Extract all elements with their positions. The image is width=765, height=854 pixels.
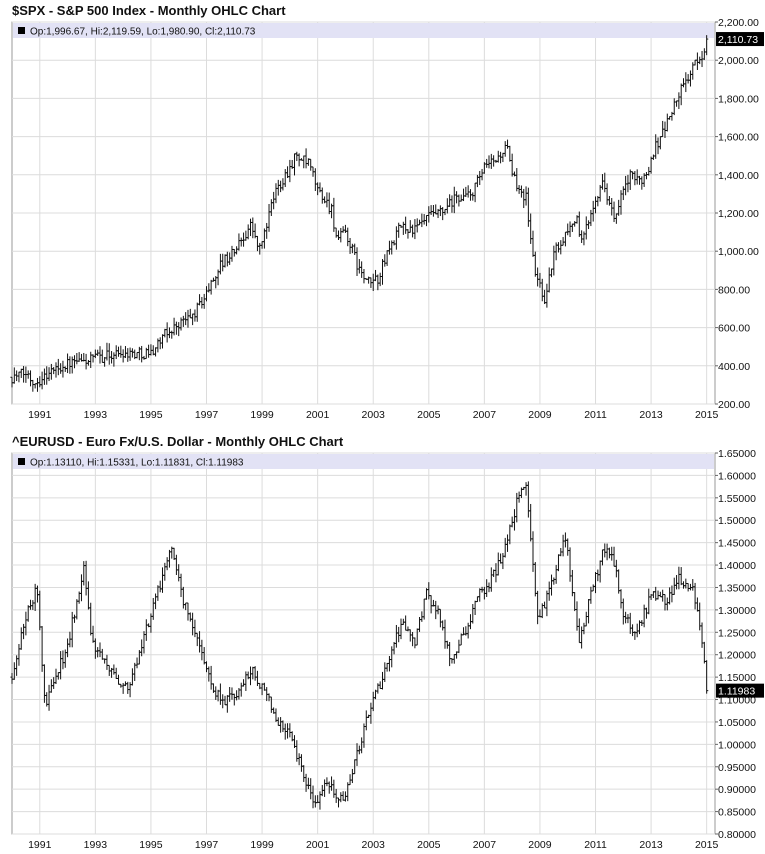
x-tick-label: 2001 — [306, 409, 330, 421]
x-tick-label: 2005 — [417, 409, 441, 421]
x-tick-label: 2001 — [306, 839, 330, 851]
x-tick-label: 2013 — [639, 409, 663, 421]
x-tick-label: 1997 — [195, 839, 219, 851]
x-tick-label: 2015 — [695, 839, 719, 851]
spx-info-square-icon — [18, 27, 25, 34]
x-tick-label: 2005 — [417, 839, 441, 851]
eurusd-y-axis: 0.80000 0.85000 0.90000 0.95000 1.00000 1.050… — [715, 448, 756, 841]
x-tick-label: 2003 — [362, 409, 386, 421]
y-tick-label: 2,200.00 — [718, 17, 759, 29]
y-tick-label: 1,800.00 — [718, 93, 759, 105]
eurusd-chart-title: ^EURUSD - Euro Fx/U.S. Dollar - Monthly … — [12, 434, 344, 449]
spx-y-axis: 200.00 400.00 600.00 800.00 1,000.00 1,200.00… — [715, 17, 759, 411]
y-tick-label: 1.05000 — [718, 717, 756, 729]
spx-chart-title: $SPX - S&P 500 Index - Monthly OHLC Char… — [12, 3, 286, 18]
x-tick-label: 2007 — [473, 409, 497, 421]
x-tick-label: 2011 — [584, 839, 607, 851]
x-tick-label: 2007 — [473, 839, 497, 851]
y-tick-label: 1,600.00 — [718, 132, 759, 144]
y-tick-label: 1,400.00 — [718, 170, 759, 182]
y-tick-label: 1,200.00 — [718, 208, 759, 220]
x-tick-label: 1999 — [250, 839, 274, 851]
eurusd-plot-area — [11, 452, 716, 835]
spx-panel: $SPX - S&P 500 Index - Monthly OHLC Char… — [10, 3, 764, 421]
x-tick-label: 1993 — [84, 839, 108, 851]
y-tick-label: 1.50000 — [718, 515, 756, 527]
spx-last-value-label: 2,110.73 — [718, 34, 758, 46]
x-tick-label: 1995 — [139, 409, 163, 421]
eurusd-last-value-tag — [716, 683, 764, 698]
x-tick-label: 1991 — [28, 839, 52, 851]
y-tick-label: 1.30000 — [718, 605, 756, 617]
y-tick-label: 0.95000 — [718, 762, 756, 774]
y-tick-label: 1.15000 — [718, 672, 756, 684]
eurusd-grid — [12, 452, 715, 835]
eurusd-price-bars — [10, 481, 709, 810]
y-tick-label: 1.35000 — [718, 582, 756, 594]
eurusd-info-square-icon — [18, 458, 25, 465]
y-tick-label: 0.90000 — [718, 784, 756, 796]
y-tick-label: 800.00 — [718, 284, 750, 296]
spx-price-bars — [10, 35, 709, 392]
x-tick-label: 2009 — [528, 409, 552, 421]
y-tick-label: 1.45000 — [718, 538, 756, 550]
spx-info-bar — [13, 23, 714, 38]
y-tick-label: 1.55000 — [718, 493, 756, 505]
spx-x-axis: 1991 1993 1995 1997 1999 2001 2003 2005 2007 2009… — [28, 409, 718, 421]
x-tick-label: 1991 — [28, 409, 52, 421]
y-tick-label: 1.00000 — [718, 739, 756, 751]
x-tick-label: 2009 — [528, 839, 552, 851]
y-tick-label: 1.60000 — [718, 470, 756, 482]
y-tick-label: 2,000.00 — [718, 55, 759, 67]
y-tick-label: 400.00 — [718, 361, 750, 373]
y-tick-label: 1,000.00 — [718, 246, 759, 258]
eurusd-panel: ^EURUSD - Euro Fx/U.S. Dollar - Monthly … — [10, 434, 764, 851]
eurusd-last-value-label: 1.11983 — [718, 686, 755, 698]
ohlc-bar — [705, 660, 709, 694]
x-tick-label: 2015 — [695, 409, 719, 421]
y-tick-label: 600.00 — [718, 323, 750, 335]
y-tick-label: 0.85000 — [718, 807, 756, 819]
x-tick-label: 2003 — [362, 839, 386, 851]
x-tick-label: 1999 — [250, 409, 274, 421]
x-tick-label: 2013 — [639, 839, 663, 851]
spx-last-value-tag — [716, 32, 764, 47]
y-tick-label: 1.40000 — [718, 560, 756, 572]
eurusd-ohlc-readout: Op:1.13110, Hi:1.15331, Lo:1.11831, Cl:1… — [30, 458, 244, 469]
x-tick-label: 1993 — [84, 409, 108, 421]
eurusd-info-bar — [13, 454, 714, 469]
x-tick-label: 1995 — [139, 839, 163, 851]
eurusd-x-axis: 1991 1993 1995 1997 1999 2001 2003 2005 2007 2009… — [28, 839, 718, 851]
y-tick-label: 0.80000 — [718, 829, 756, 841]
y-tick-label: 1.25000 — [718, 627, 756, 639]
y-tick-label: 200.00 — [718, 399, 750, 411]
y-tick-label: 1.65000 — [718, 448, 756, 460]
y-tick-label: 1.20000 — [718, 650, 756, 662]
ohlc-bar — [705, 35, 709, 56]
x-tick-label: 1997 — [195, 409, 219, 421]
spx-ohlc-readout: Op:1,996.67, Hi:2,119.59, Lo:1,980.90, C… — [30, 27, 256, 38]
x-tick-label: 2011 — [584, 409, 607, 421]
